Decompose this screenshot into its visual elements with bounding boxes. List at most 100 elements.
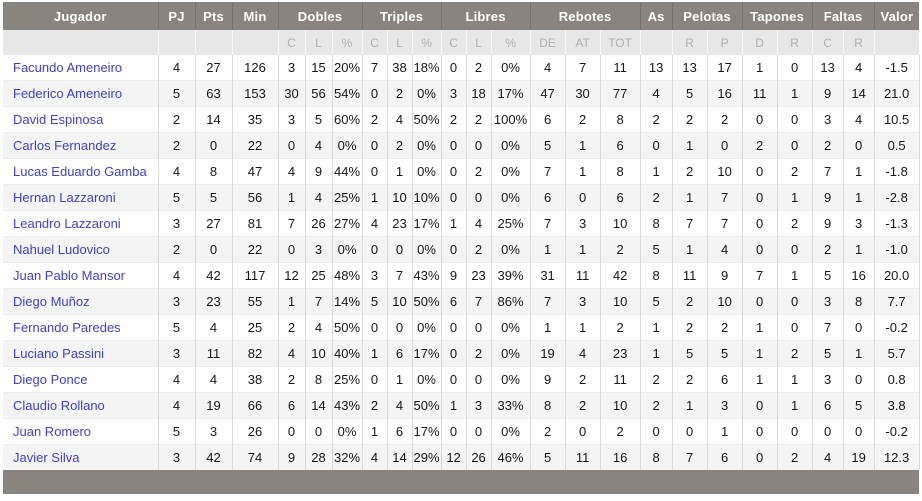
stat-cell: 0 (776, 106, 813, 133)
stat-cell: 0% (331, 132, 363, 159)
player-name-link[interactable]: David Espinosa (3, 106, 158, 133)
stat-cell: 26 (304, 210, 332, 237)
stat-cell: 6 (706, 366, 743, 393)
subheader-cell-tot: TOT (599, 30, 641, 55)
table-subheader-row: C L% C L% C L% DE AT TOT R P D R C R (3, 30, 920, 55)
stat-cell: 38 (231, 366, 278, 393)
player-name-link[interactable]: Facundo Ameneiro (3, 55, 158, 81)
stat-cell: 2 (465, 106, 492, 133)
player-name-link[interactable]: Fernando Paredes (3, 314, 158, 341)
player-name-link[interactable]: Hernan Lazzaroni (3, 184, 158, 211)
stat-cell: 10 (304, 340, 332, 367)
stat-cell: 2 (465, 158, 492, 185)
stat-cell: 3 (564, 288, 601, 315)
stat-cell: 9 (529, 366, 566, 393)
table-row: Leandro Lazzaroni 3 27 81 7 26 27% 4 23 17% 1 4 25% 7… (3, 210, 920, 237)
player-name-link[interactable]: Javier Silva (3, 444, 158, 470)
stat-cell: 0 (741, 106, 778, 133)
player-name-link[interactable]: Luciano Passini (3, 340, 158, 367)
stat-cell: 4 (842, 55, 875, 81)
stat-cell: 30 (277, 80, 305, 107)
stat-cell: 100% (490, 106, 531, 133)
stat-cell: 2 (361, 392, 388, 419)
player-name-link[interactable]: Juan Pablo Mansor (3, 262, 158, 289)
stat-cell: 27 (194, 55, 232, 81)
table-row: Facundo Ameneiro 4 27 126 3 15 20% 7 38 18% 0 2 0% 4 7… (3, 55, 920, 81)
stat-cell: 6 (386, 340, 413, 367)
stat-cell: 16 (599, 444, 641, 470)
stat-cell: 0.8 (873, 366, 920, 393)
stat-cell: 50% (411, 106, 442, 133)
stat-cell: 16 (706, 80, 743, 107)
stat-cell: 8 (639, 262, 673, 289)
stat-cell: 4 (361, 444, 388, 470)
stat-cell: 20.0 (873, 262, 920, 289)
stat-cell: 2 (564, 392, 601, 419)
stat-cell: 18% (411, 55, 442, 81)
stat-cell: 1 (277, 288, 305, 315)
stat-cell: 0.5 (873, 132, 920, 159)
table-row: Juan Pablo Mansor 4 42 117 12 25 48% 3 7 43% 9 23 39… (3, 262, 920, 289)
stat-cell: 10.5 (873, 106, 920, 133)
stat-cell: 3 (811, 366, 844, 393)
player-name-link[interactable]: Diego Ponce (3, 366, 158, 393)
stat-cell: 13 (811, 55, 844, 81)
stat-cell: 5 (811, 340, 844, 367)
stat-cell: 3 (157, 210, 195, 237)
column-header-as: As (639, 2, 673, 30)
stat-cell: 23 (194, 288, 232, 315)
subheader-cell-at: AT (564, 30, 601, 55)
stat-cell: -2.8 (873, 184, 920, 211)
stat-cell: 11 (599, 55, 641, 81)
stat-cell: 0 (361, 314, 388, 341)
stat-cell: 17% (411, 418, 442, 445)
stat-cell: 19 (842, 444, 875, 470)
stat-cell: 1 (529, 236, 566, 263)
player-name-link[interactable]: Federico Ameneiro (3, 80, 158, 107)
stat-cell: 1 (361, 184, 388, 211)
stat-cell: -1.0 (873, 236, 920, 263)
stat-cell: 38 (386, 55, 413, 81)
stat-cell: 1 (386, 158, 413, 185)
stat-cell: 23 (599, 340, 641, 367)
stat-cell: 55 (231, 288, 278, 315)
player-name-link[interactable]: Claudio Rollano (3, 392, 158, 419)
table-row: Juan Romero 5 3 26 0 0 0% 1 6 17% 0 0 0% 2 0 2 0 0 1 0 0 0 0 -0… (3, 418, 920, 445)
stat-cell: 0 (741, 392, 778, 419)
stat-cell: 11 (564, 262, 601, 289)
stat-cell: 4 (706, 236, 743, 263)
stat-cell: 7 (465, 288, 492, 315)
stat-cell: 0 (776, 55, 813, 81)
table-row: Diego Muñoz 3 23 55 1 7 14% 5 10 50% 6 7 86% 7 3 10 5 2 10… (3, 288, 920, 315)
stat-cell: 3 (440, 80, 467, 107)
player-name-link[interactable]: Juan Romero (3, 418, 158, 445)
stat-cell: 1 (440, 392, 467, 419)
stat-cell: 5 (842, 392, 875, 419)
stat-cell: 17% (411, 340, 442, 367)
stat-cell: 0 (465, 132, 492, 159)
player-name-link[interactable]: Diego Muñoz (3, 288, 158, 315)
stat-cell: 6 (706, 444, 743, 470)
stat-cell: 0% (490, 236, 531, 263)
stat-cell: 0 (465, 184, 492, 211)
stat-cell: 0 (440, 184, 467, 211)
player-name-link[interactable]: Nahuel Ludovico (3, 236, 158, 263)
stat-cell: 1 (776, 262, 813, 289)
player-name-link[interactable]: Carlos Fernandez (3, 132, 158, 159)
stat-cell: 19 (529, 340, 566, 367)
stat-cell: 74 (231, 444, 278, 470)
stat-cell: 3 (811, 106, 844, 133)
stat-cell: 0 (361, 80, 388, 107)
stat-cell: 17% (490, 80, 531, 107)
stat-cell: 3 (277, 55, 305, 81)
stat-cell: 1 (671, 132, 708, 159)
stat-cell: 2 (157, 106, 195, 133)
stat-cell: 1 (706, 418, 743, 445)
stat-cell: 10 (599, 392, 641, 419)
stat-cell: 2 (639, 106, 673, 133)
stat-cell: 7 (529, 158, 566, 185)
stat-cell: 1 (277, 184, 305, 211)
player-name-link[interactable]: Lucas Eduardo Gamba (3, 158, 158, 185)
player-name-link[interactable]: Leandro Lazzaroni (3, 210, 158, 237)
subheader-cell-pct: % (331, 30, 363, 55)
